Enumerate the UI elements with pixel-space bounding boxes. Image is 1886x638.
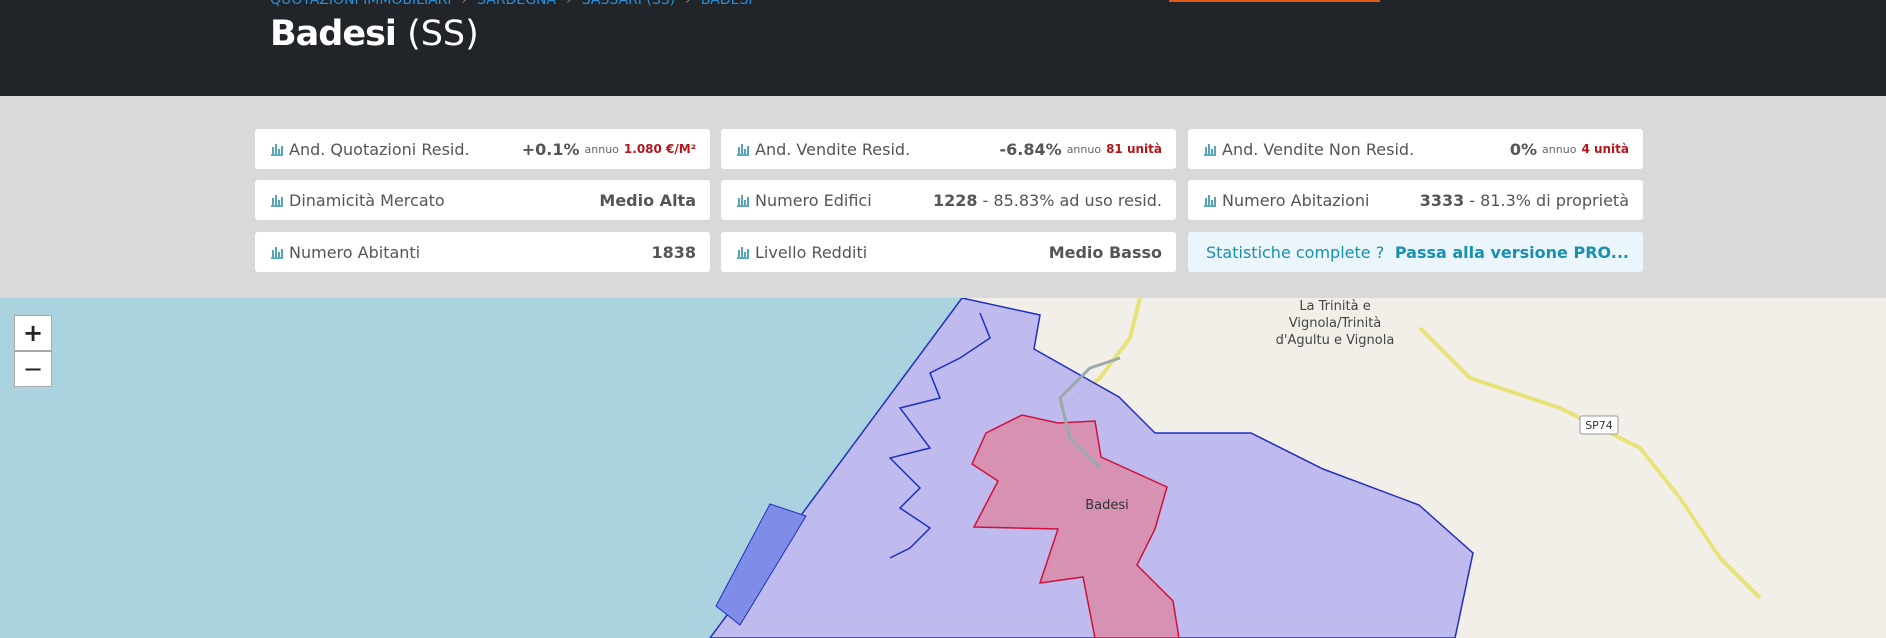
stat-card: Dinamicità Mercato Medio Alta [255,180,710,220]
place-label: La Trinità e [1299,299,1370,314]
card-value: +0.1% [521,139,580,159]
card-value: Medio Alta [599,190,696,210]
river [1058,356,1121,470]
card-extra: 1.080 €/M² [623,142,696,156]
road-badge [1579,415,1619,435]
breadcrumb-separator: › [566,0,572,8]
card-extra: 81 unità [1106,142,1162,156]
page-title: Badesi (SS) [270,14,479,54]
card-label: Numero Edifici [755,190,872,210]
card-period: annuo [1066,142,1102,156]
map[interactable]: La Trinità e Vignola/Trinità d'Agultu e Vi… [0,298,1886,638]
stat-card: And. Vendite Resid. -6.84% annuo 81 unità [721,129,1176,169]
card-label: And. Vendite Resid. [755,139,911,159]
stat-card: Numero Edifici 1228- 85.83% ad uso resid. [721,180,1176,220]
card-label: Numero Abitanti [289,242,421,262]
card-label: Statistiche complete ? [1206,242,1385,262]
breadcrumb-separator: › [461,0,468,8]
card-label: Livello Redditi [755,242,868,262]
card-value: 3333 [1419,190,1465,210]
title-name: Badesi [270,14,397,54]
card-icon [735,192,751,208]
header-bar: QUOTAZIONI IMMOBILIARI › SARDEGNA › SASSARI … [0,0,1886,96]
card-extra: 4 unità [1581,142,1629,156]
card-value: Passa alla versione PRO... [1394,242,1629,262]
title-province: (SS) [407,14,479,54]
stat-card[interactable]: Statistiche complete ? Passa alla version… [1188,232,1643,272]
card-period: annuo [1542,142,1577,156]
card-icon [735,244,751,260]
zoom-out[interactable]: − [14,351,52,387]
card-icon [735,141,751,157]
breadcrumb-item[interactable]: SARDEGNA [477,0,557,8]
stat-card: And. Vendite Non Resid. 0% annuo 4 unità [1188,129,1643,169]
boundary [888,312,991,559]
card-value: -6.84% [999,139,1062,159]
card-note: - 81.3% di proprietà [1469,190,1629,210]
card-label: And. Quotazioni Resid. [289,139,470,159]
road-label: SP74 [1585,419,1613,432]
stat-card: Numero Abitazioni 3333- 81.3% di propriet… [1188,180,1643,220]
breadcrumb-separator: › [685,0,691,8]
card-note: - 85.83% ad uso resid. [982,190,1162,210]
card-value: 1838 [651,242,696,262]
card-icon [269,192,285,208]
breadcrumb: QUOTAZIONI IMMOBILIARI › SARDEGNA › SASSARI … [270,0,753,8]
stat-card: Numero Abitanti 1838 [255,232,710,272]
card-icon [1202,192,1218,208]
card-value: Medio Basso [1048,242,1162,262]
coast-strip [715,503,807,626]
card-label: Dinamicità Mercato [289,190,445,210]
breadcrumb-item[interactable]: QUOTAZIONI IMMOBILIARI [270,0,452,8]
place-label: d'Agultu e Vignola [1276,333,1395,348]
card-value: 0% [1509,139,1538,159]
breadcrumb-item[interactable]: SASSARI (SS) [581,0,676,8]
card-icon [1202,141,1218,157]
card-icon [269,141,285,157]
place-label: Vignola/Trinità [1289,316,1382,331]
card-value: 1228 [933,190,978,210]
breadcrumb-item[interactable]: BADESI [700,0,753,8]
stat-card: Livello Redditi Medio Basso [721,232,1176,272]
card-period: annuo [584,142,619,156]
card-icon [269,244,285,260]
accent-bar [1169,0,1380,2]
zoom-in[interactable]: + [14,315,52,351]
road [1418,326,1762,600]
town-label: Badesi [1085,498,1129,513]
stat-card: And. Quotazioni Resid. +0.1% annuo 1.080 €/… [255,129,710,169]
card-label: And. Vendite Non Resid. [1222,139,1415,159]
town-area [971,414,1180,638]
card-label: Numero Abitazioni [1222,190,1370,210]
